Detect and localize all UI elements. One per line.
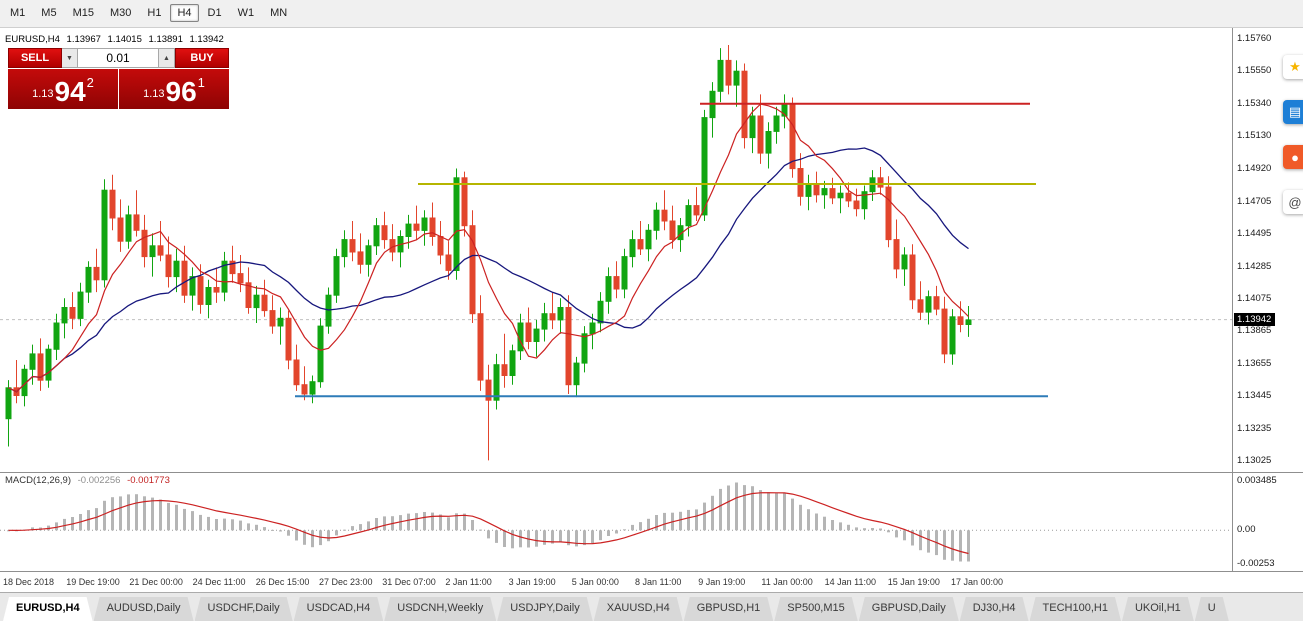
symbol-tab-u[interactable]: U (1195, 597, 1229, 621)
sell-button[interactable]: SELL (8, 48, 62, 68)
at-icon[interactable]: @ (1283, 190, 1303, 214)
price-chart-plot[interactable] (0, 28, 1232, 472)
time-axis-label: 14 Jan 11:00 (824, 577, 876, 587)
time-axis-label: 18 Dec 2018 (3, 577, 55, 587)
price-axis-label: 1.13025 (1237, 455, 1272, 467)
price-axis-label: 1.15130 (1237, 130, 1272, 142)
symbol-tab-gbpusd-h1[interactable]: GBPUSD,H1 (684, 597, 774, 621)
macd-axis-label-bottom: -0.00253 (1237, 558, 1275, 569)
timeframe-button-m30[interactable]: M30 (109, 7, 132, 19)
timeframe-button-d1[interactable]: D1 (207, 7, 222, 19)
price-axis-label: 1.14285 (1237, 260, 1272, 272)
time-axis-label: 2 Jan 11:00 (445, 577, 492, 587)
price-axis-label: 1.15760 (1237, 32, 1272, 44)
volume-down-button[interactable]: ▼ (62, 48, 78, 68)
price-axis-label: 1.14705 (1237, 195, 1272, 207)
ask-price-big: 96 (165, 76, 197, 108)
chart-tool-icon[interactable]: ▤ (1283, 100, 1303, 124)
macd-signal-value: -0.001773 (127, 475, 170, 486)
chart-low-value: 1.13891 (148, 34, 183, 45)
time-axis-label: 26 Dec 15:00 (255, 577, 310, 587)
price-axis-label: 1.13865 (1237, 325, 1272, 337)
time-axis: 18 Dec 2018 19 Dec 19:00 21 Dec 00:00 24 De… (0, 571, 1303, 592)
timeframe-button-w1[interactable]: W1 (237, 7, 255, 19)
ask-price-block[interactable]: 1.13 96 1 (119, 69, 229, 109)
symbol-tab-usdchf-daily[interactable]: USDCHF,Daily (195, 597, 293, 621)
time-axis-label: 9 Jan 19:00 (698, 577, 746, 587)
chart-ohlc-header: EURUSD,H4 1.13967 1.14015 1.13891 1.1394… (5, 34, 228, 45)
time-axis-label: 11 Jan 00:00 (761, 577, 813, 587)
bid-price-pip: 2 (86, 75, 94, 90)
symbol-tab-usdcnh-weekly[interactable]: USDCNH,Weekly (384, 597, 496, 621)
ask-price-pip: 1 (197, 75, 205, 90)
timeframe-button-h4[interactable]: H4 (170, 4, 199, 22)
symbol-tab-tech100-h1[interactable]: TECH100,H1 (1030, 597, 1121, 621)
price-axis-label: 1.15340 (1237, 97, 1272, 109)
symbol-tab-sp500-m15[interactable]: SP500,M15 (774, 597, 857, 621)
chevron-down-icon: ▼ (66, 54, 73, 62)
macd-plot[interactable] (0, 473, 1232, 571)
symbol-tab-eurusd-h4[interactable]: EURUSD,H4 (3, 597, 93, 621)
time-axis-label: 31 Dec 07:00 (382, 577, 436, 587)
time-axis-label: 21 Dec 00:00 (129, 577, 183, 587)
time-axis-label: 24 Dec 11:00 (192, 577, 246, 587)
timeframe-button-m1[interactable]: M1 (10, 7, 26, 19)
symbol-tab-audusd-daily[interactable]: AUDUSD,Daily (94, 597, 194, 621)
time-axis-label: 27 Dec 23:00 (319, 577, 373, 587)
price-axis-label: 1.15550 (1237, 65, 1272, 77)
symbol-tab-xauusd-h4[interactable]: XAUUSD,H4 (594, 597, 683, 621)
ask-price-prefix: 1.13 (143, 88, 165, 100)
macd-header: MACD(12,26,9) -0.002256 -0.001773 (5, 475, 170, 486)
timeframe-button-m15[interactable]: M15 (72, 7, 94, 19)
bid-price-big: 94 (54, 76, 86, 108)
symbol-tab-usdcad-h4[interactable]: USDCAD,H4 (294, 597, 384, 621)
chart-high-value: 1.14015 (107, 34, 142, 45)
volume-up-button[interactable]: ▲ (159, 48, 175, 68)
chevron-up-icon: ▲ (163, 54, 170, 62)
volume-input[interactable] (78, 48, 159, 68)
symbol-tab-dj30-h4[interactable]: DJ30,H4 (960, 597, 1029, 621)
symbol-tab-ukoil-h1[interactable]: UKOil,H1 (1122, 597, 1194, 621)
time-axis-label: 5 Jan 00:00 (571, 577, 619, 587)
time-axis-label: 15 Jan 19:00 (887, 577, 940, 587)
quick-trade-panel: SELL ▼ ▲ BUY 1.13 94 2 1.13 96 1 (8, 48, 229, 109)
browser-icon[interactable]: ● (1283, 145, 1303, 169)
timeframe-toolbar: M1 M5 M15 M30 H1 H4 D1 W1 MN (0, 0, 1303, 28)
buy-button[interactable]: BUY (175, 48, 229, 68)
macd-main-value: -0.002256 (77, 475, 121, 486)
chart-close-value: 1.13942 (189, 34, 224, 45)
price-chart-region[interactable]: EURUSD,H4 1.13967 1.14015 1.13891 1.1394… (0, 28, 1232, 472)
macd-axis: 0.003485 0.00 -0.00253 (1232, 472, 1303, 571)
macd-indicator-name: MACD(12,26,9) (5, 475, 71, 486)
symbol-tab-usdjpy-daily[interactable]: USDJPY,Daily (497, 597, 593, 621)
macd-axis-label-zero: 0.00 (1237, 524, 1256, 536)
symbol-tab-gbpusd-daily[interactable]: GBPUSD,Daily (859, 597, 959, 621)
macd-panel[interactable]: MACD(12,26,9) -0.002256 -0.001773 (0, 472, 1232, 571)
macd-axis-label-top: 0.003485 (1237, 475, 1277, 486)
star-icon[interactable]: ★ (1283, 55, 1303, 79)
bid-price-block[interactable]: 1.13 94 2 (8, 69, 118, 109)
current-price-badge: 1.13942 (1234, 312, 1276, 326)
timeframe-button-h1[interactable]: H1 (147, 7, 162, 19)
time-axis-label: 17 Jan 00:00 (951, 577, 1004, 587)
quick-trade-controls: SELL ▼ ▲ BUY (8, 48, 229, 68)
price-axis-label: 1.14075 (1237, 293, 1272, 305)
timeframe-button-m5[interactable]: M5 (41, 7, 57, 19)
price-axis-label: 1.13235 (1237, 422, 1272, 434)
time-axis-label: 3 Jan 19:00 (508, 577, 556, 587)
symbol-tabbar: EURUSD,H4 AUDUSD,Daily USDCHF,Daily USDCAD,… (0, 592, 1303, 621)
time-axis-label: 19 Dec 19:00 (66, 577, 120, 587)
price-axis-label: 1.13655 (1237, 357, 1272, 369)
price-axis-label: 1.13445 (1237, 390, 1272, 402)
time-axis-label: 8 Jan 11:00 (635, 577, 682, 587)
price-axis-label: 1.14920 (1237, 162, 1272, 174)
price-axis: 1.13942 1.15760 1.15550 1.15340 1.15130 1.14… (1232, 28, 1303, 472)
quick-trade-prices: 1.13 94 2 1.13 96 1 (8, 69, 229, 109)
timeframe-button-mn[interactable]: MN (270, 7, 288, 19)
chart-open-value: 1.13967 (66, 34, 101, 45)
bid-price-prefix: 1.13 (32, 88, 54, 100)
chart-symbol-label: EURUSD,H4 (5, 34, 60, 45)
price-axis-label: 1.14495 (1237, 228, 1272, 240)
